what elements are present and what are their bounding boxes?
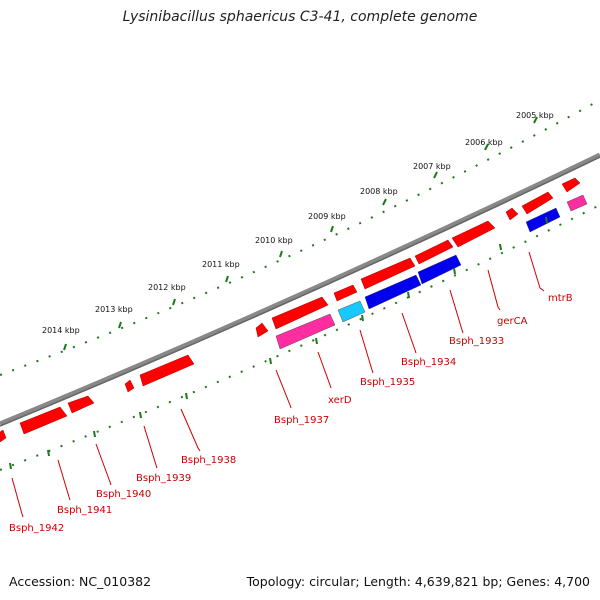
gene-feature[interactable] <box>255 322 269 338</box>
scale-label-2008: 2008 kbp <box>360 187 398 196</box>
gene-feature[interactable] <box>451 220 496 248</box>
scale-label-2005: 2005 kbp <box>516 111 554 120</box>
gene-feature[interactable] <box>561 177 581 193</box>
gene-feature[interactable] <box>67 395 95 414</box>
map-title: Lysinibacillus sphaericus C3-41, complet… <box>122 9 478 25</box>
gene-label-Bsph_1934[interactable]: Bsph_1934 <box>401 357 456 368</box>
gene-feature[interactable] <box>337 300 366 323</box>
genome-backbone <box>0 152 600 427</box>
gene-label-Bsph_1935[interactable]: Bsph_1935 <box>360 377 415 388</box>
gene-feature[interactable] <box>566 194 588 212</box>
gene-label-xerD[interactable]: xerD <box>328 395 352 406</box>
gene-feature[interactable] <box>364 274 422 310</box>
gene-label-Bsph_1940[interactable]: Bsph_1940 <box>96 489 151 500</box>
gene-label-Bsph_1942[interactable]: Bsph_1942 <box>9 523 64 534</box>
gene-feature[interactable] <box>124 379 135 393</box>
gene-feature[interactable] <box>525 207 561 233</box>
genome-backbone-shade <box>0 156 600 427</box>
scale-label-2013: 2013 kbp <box>95 305 133 314</box>
gene-label-gerCA[interactable]: gerCA <box>497 316 528 327</box>
scale-label-2006: 2006 kbp <box>465 138 503 147</box>
gene-label-Bsph_1933[interactable]: Bsph_1933 <box>449 336 504 347</box>
scale-label-2014: 2014 kbp <box>42 326 80 335</box>
gene-label-mtrB[interactable]: mtrB <box>548 293 573 304</box>
gene-feature[interactable] <box>139 354 195 387</box>
gene-label-Bsph_1941[interactable]: Bsph_1941 <box>57 505 112 516</box>
gene-label-Bsph_1937[interactable]: Bsph_1937 <box>274 415 329 426</box>
scale-label-2012: 2012 kbp <box>148 283 186 292</box>
scale-label-2009: 2009 kbp <box>308 212 346 221</box>
gene-feature[interactable] <box>417 254 462 285</box>
reverse-strand-features <box>275 194 588 350</box>
gene-feature[interactable] <box>521 191 554 215</box>
gene-label-Bsph_1939[interactable]: Bsph_1939 <box>136 473 191 484</box>
accession-label: Accession: NC_010382 <box>9 574 152 589</box>
genome-summary: Topology: circular; Length: 4,639,821 bp… <box>246 574 590 589</box>
inner-major-ticks <box>9 216 548 470</box>
gene-feature[interactable] <box>360 257 416 290</box>
gene-label-Bsph_1938[interactable]: Bsph_1938 <box>181 455 236 466</box>
gene-feature[interactable] <box>0 429 7 443</box>
gene-feature[interactable] <box>275 313 336 350</box>
label-leaders <box>11 251 545 518</box>
scale-label-2011: 2011 kbp <box>202 260 240 269</box>
gene-feature[interactable] <box>271 296 329 330</box>
forward-strand-features <box>0 177 581 443</box>
gene-feature[interactable] <box>19 406 68 435</box>
gene-feature[interactable] <box>505 207 519 221</box>
scale-label-2010: 2010 kbp <box>255 236 293 245</box>
scale-label-2007: 2007 kbp <box>413 162 451 171</box>
gene-feature[interactable] <box>333 284 358 302</box>
gene-feature[interactable] <box>414 239 454 265</box>
outer-major-ticks <box>63 116 538 351</box>
